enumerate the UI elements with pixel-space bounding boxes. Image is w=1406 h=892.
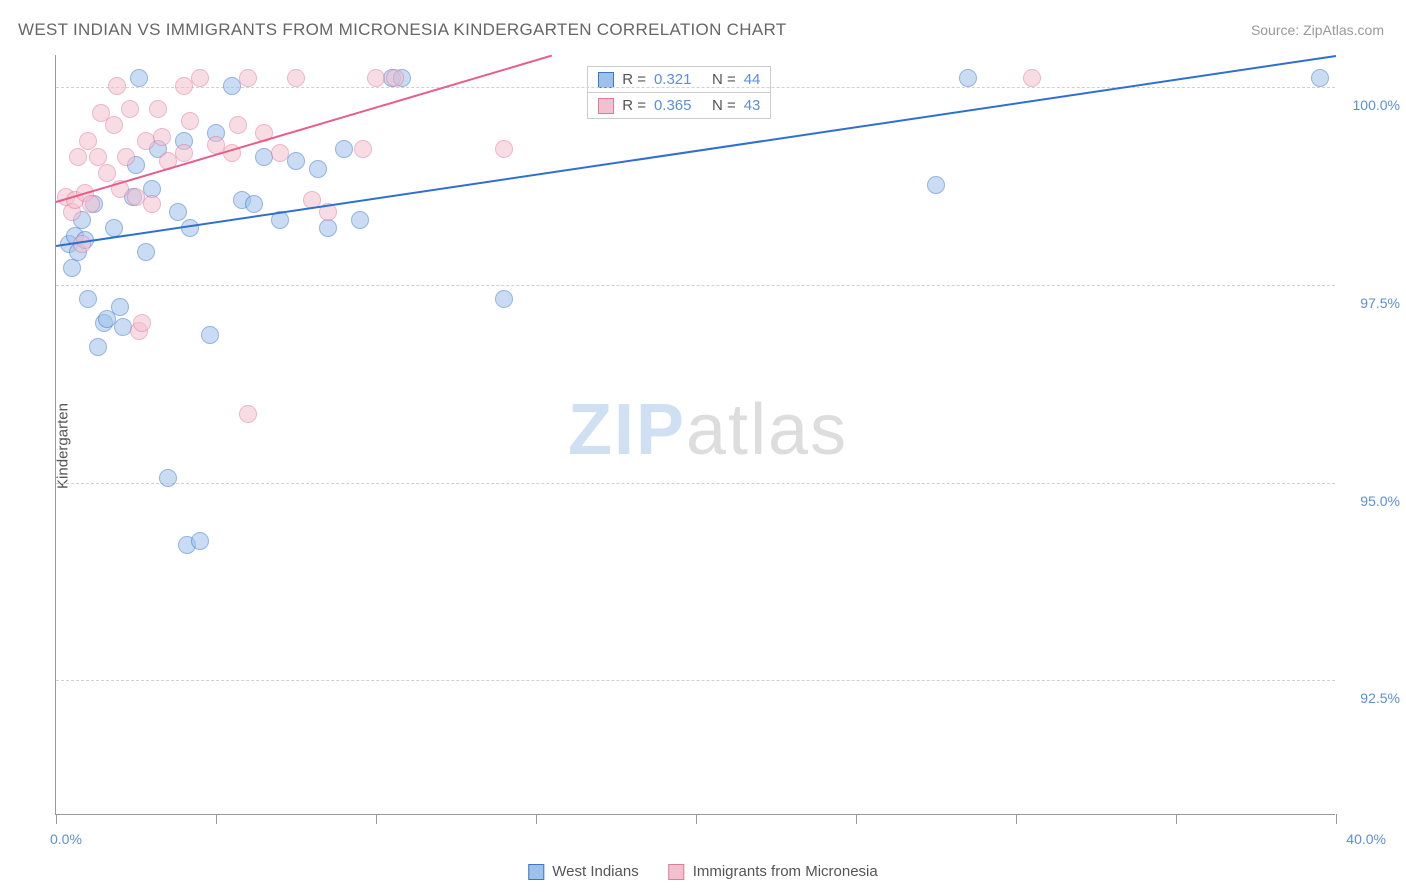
y-tick-label: 97.5% [1360,295,1400,311]
data-point-west-indians [114,318,132,336]
legend-label: West Indians [552,863,638,880]
legend-item: West Indians [528,863,638,880]
data-point-west-indians [159,469,177,487]
source-attribution: Source: ZipAtlas.com [1251,22,1384,38]
data-point-micronesia [287,69,305,87]
data-point-micronesia [121,100,139,118]
data-point-micronesia [239,405,257,423]
x-axis-max-label: 40.0% [1346,831,1386,847]
x-tick [696,814,697,824]
stats-n-label: N = [712,97,736,114]
y-tick-label: 100.0% [1353,97,1400,113]
data-point-west-indians [63,259,81,277]
data-point-micronesia [495,140,513,158]
x-axis-min-label: 0.0% [50,831,82,847]
stats-row-west-indians: R =0.321N =44 [588,67,770,93]
watermark-zip: ZIP [568,390,686,470]
x-tick [376,814,377,824]
data-point-west-indians [287,152,305,170]
data-point-west-indians [79,290,97,308]
bottom-legend: West Indians Immigrants from Micronesia [528,863,877,880]
legend-swatch [669,864,685,880]
data-point-west-indians [169,203,187,221]
data-point-micronesia [133,314,151,332]
swatch-west-indians [598,72,614,88]
x-tick [56,814,57,824]
data-point-micronesia [108,77,126,95]
x-tick [536,814,537,824]
data-point-micronesia [98,164,116,182]
stats-row-micronesia: R = 0.365 N = 43 [588,93,770,118]
data-point-west-indians [191,532,209,550]
swatch-micronesia [598,98,614,114]
x-tick [216,814,217,824]
data-point-west-indians [959,69,977,87]
legend-label: Immigrants from Micronesia [693,863,878,880]
x-tick [1336,814,1337,824]
x-tick [1016,814,1017,824]
data-point-micronesia [143,195,161,213]
data-point-west-indians [335,140,353,158]
gridline [56,680,1335,681]
data-point-micronesia [175,144,193,162]
legend-swatch [528,864,544,880]
data-point-micronesia [239,69,257,87]
data-point-west-indians [137,243,155,261]
gridline [56,483,1335,484]
data-point-west-indians [319,219,337,237]
legend-item: Immigrants from Micronesia [669,863,878,880]
watermark: ZIPatlas [568,389,848,471]
data-point-micronesia [105,116,123,134]
data-point-west-indians [245,195,263,213]
data-point-micronesia [181,112,199,130]
data-point-micronesia [153,128,171,146]
data-point-micronesia [367,69,385,87]
data-point-west-indians [181,219,199,237]
x-tick [856,814,857,824]
y-tick-label: 92.5% [1360,690,1400,706]
data-point-micronesia [229,116,247,134]
data-point-west-indians [351,211,369,229]
data-point-micronesia [1023,69,1041,87]
x-tick [1176,814,1177,824]
correlation-stats-box: R =0.321N =44 R = 0.365 N = 43 [587,66,771,119]
watermark-atlas: atlas [686,390,848,470]
stats-r-value: 0.365 [654,97,704,114]
data-point-west-indians [309,160,327,178]
gridline [56,87,1335,88]
data-point-west-indians [111,298,129,316]
data-point-micronesia [271,144,289,162]
data-point-micronesia [386,69,404,87]
data-point-west-indians [495,290,513,308]
data-point-micronesia [82,195,100,213]
data-point-micronesia [117,148,135,166]
plot-area: ZIPatlas R =0.321N =44R =0.365N =43 92.5… [55,55,1335,815]
data-point-west-indians [927,176,945,194]
gridline [56,285,1335,286]
y-tick-label: 95.0% [1360,493,1400,509]
stats-r-label: R = [622,97,646,114]
data-point-west-indians [1311,69,1329,87]
data-point-micronesia [69,148,87,166]
data-point-micronesia [191,69,209,87]
stats-n-value: 43 [744,97,761,114]
data-point-west-indians [201,326,219,344]
chart-title: WEST INDIAN VS IMMIGRANTS FROM MICRONESI… [18,20,786,40]
data-point-west-indians [89,338,107,356]
data-point-micronesia [354,140,372,158]
data-point-micronesia [149,100,167,118]
data-point-west-indians [130,69,148,87]
